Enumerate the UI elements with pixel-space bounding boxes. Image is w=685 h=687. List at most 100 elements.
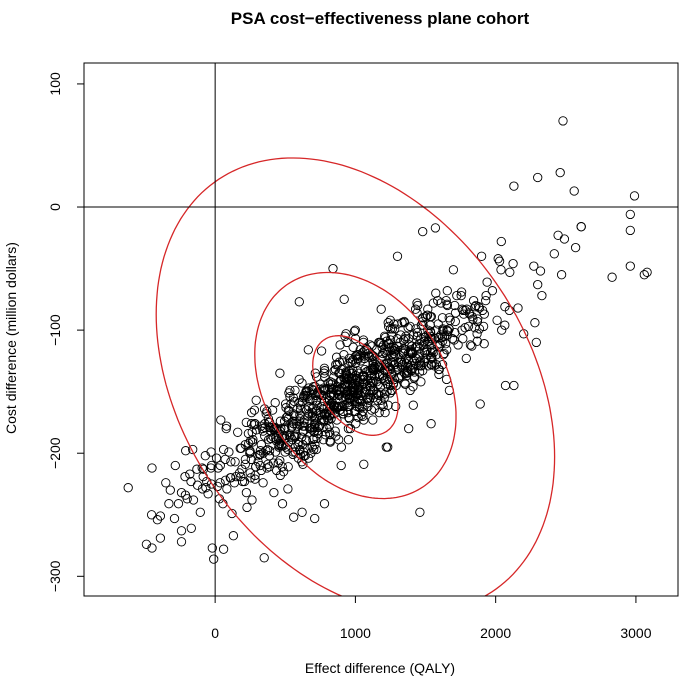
data-point: [316, 346, 327, 356]
data-point: [342, 337, 352, 348]
data-point: [405, 364, 416, 375]
data-point: [424, 329, 434, 339]
data-point: [170, 460, 180, 471]
data-point: [351, 419, 361, 429]
data-point: [284, 406, 294, 417]
data-point: [334, 435, 344, 445]
reference-lines: [84, 63, 678, 596]
data-point: [422, 310, 433, 320]
y-tick-label: −300: [47, 560, 63, 592]
data-point: [209, 554, 219, 564]
data-point: [421, 311, 431, 322]
data-point: [481, 290, 491, 301]
data-point: [402, 362, 412, 372]
data-point: [270, 398, 280, 408]
data-point: [418, 320, 428, 330]
data-point: [492, 315, 502, 325]
data-point: [343, 423, 354, 434]
data-point: [358, 411, 368, 421]
data-point: [376, 304, 386, 314]
data-point: [346, 385, 356, 396]
data-point: [326, 399, 336, 409]
data-point: [332, 387, 342, 397]
data-point: [176, 487, 187, 498]
data-point: [467, 341, 477, 351]
data-point: [404, 423, 414, 434]
data-point: [363, 401, 373, 412]
data-point: [186, 523, 196, 533]
data-point: [334, 401, 344, 412]
data-point: [326, 389, 336, 399]
data-point: [279, 433, 289, 444]
data-point: [188, 444, 198, 455]
data-point: [433, 332, 443, 343]
data-point: [576, 222, 586, 232]
data-point: [249, 405, 260, 415]
data-point: [403, 323, 413, 333]
data-point: [283, 484, 293, 494]
data-point: [236, 471, 246, 482]
data-point: [336, 460, 346, 471]
data-point: [347, 396, 357, 407]
data-point: [304, 409, 314, 419]
data-point: [262, 406, 272, 417]
data-point: [570, 242, 581, 253]
data-point: [165, 485, 175, 495]
data-point: [181, 446, 191, 456]
data-point: [496, 265, 506, 275]
data-point: [198, 464, 209, 474]
data-point: [431, 288, 441, 298]
data-point: [448, 265, 459, 275]
y-axis-label: Cost difference (million dollars): [3, 242, 19, 434]
data-point: [305, 395, 315, 405]
data-point: [453, 340, 463, 350]
data-point: [408, 400, 418, 410]
data-point: [426, 359, 437, 370]
data-point: [328, 390, 338, 401]
data-point: [461, 353, 471, 364]
data-point: [176, 526, 187, 536]
data-point: [192, 464, 202, 474]
data-point: [164, 499, 174, 509]
data-point: [470, 302, 480, 312]
data-point: [263, 459, 273, 469]
data-point: [373, 389, 383, 399]
data-point: [450, 300, 460, 311]
data-point: [235, 443, 245, 453]
data-point: [281, 412, 292, 423]
data-point: [470, 323, 480, 333]
data-point: [294, 416, 304, 426]
data-point: [373, 379, 383, 389]
data-point: [352, 351, 362, 361]
data-point: [173, 499, 184, 509]
data-point: [345, 357, 356, 367]
data-point: [245, 446, 255, 456]
y-tick-label: 0: [47, 203, 63, 211]
data-point: [312, 426, 322, 436]
data-point: [180, 471, 190, 482]
data-point: [472, 336, 482, 346]
data-point: [147, 543, 157, 553]
data-point: [439, 331, 450, 341]
data-point: [323, 378, 333, 388]
data-point: [529, 261, 539, 271]
data-point: [475, 399, 485, 409]
data-point: [343, 407, 353, 418]
x-tick-label: 1000: [340, 625, 371, 641]
data-point: [218, 544, 229, 554]
data-point: [403, 348, 413, 359]
data-point: [309, 444, 319, 455]
data-point: [407, 341, 417, 351]
data-point: [549, 249, 559, 259]
data-point: [377, 399, 388, 409]
data-point: [353, 394, 364, 404]
data-point: [359, 415, 369, 425]
data-point: [161, 478, 171, 488]
data-point: [380, 347, 390, 357]
data-point: [482, 277, 492, 287]
data-point: [310, 416, 320, 426]
data-point: [251, 395, 261, 405]
data-point: [366, 405, 377, 415]
data-point: [275, 470, 286, 481]
data-point: [458, 334, 468, 344]
